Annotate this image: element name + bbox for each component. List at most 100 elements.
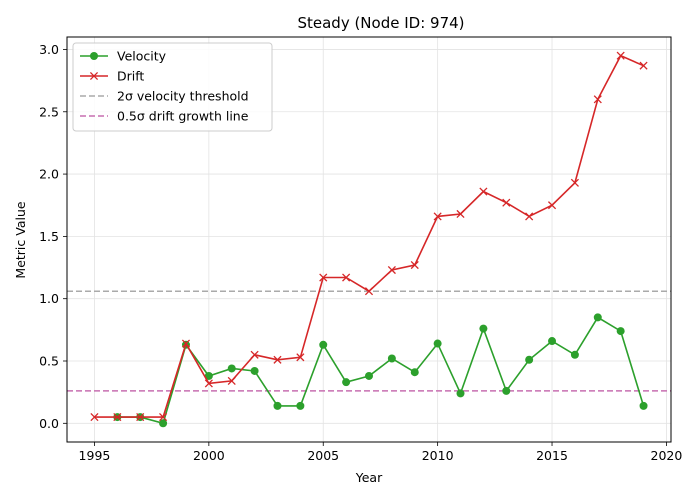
x-axis: 1995 2000 2005 2010 2015 2020 (79, 442, 683, 463)
x-marker-stroke (456, 209, 465, 219)
x-marker-stroke (90, 413, 99, 422)
velocity-point (159, 419, 168, 428)
drift-point (479, 187, 488, 196)
x-tick-label: 1995 (79, 448, 111, 463)
legend-marker (89, 71, 99, 81)
legend-label: Drift (117, 69, 144, 84)
legend-item: 2σ velocity threshold (80, 89, 249, 104)
x-marker-stroke (525, 212, 534, 221)
y-tick-label: 0.5 (39, 354, 59, 369)
drift-point (204, 379, 213, 388)
drift-point (410, 260, 419, 270)
velocity-point (456, 389, 465, 398)
x-marker-stroke (204, 379, 213, 388)
drift-point (273, 355, 282, 364)
y-axis-label: Metric Value (13, 201, 28, 278)
x-marker-stroke (387, 265, 396, 275)
x-marker-stroke (319, 273, 328, 282)
velocity-point (616, 327, 625, 336)
y-tick-label: 0.0 (39, 416, 59, 431)
legend: Velocity Drift 2σ velocity threshold 0.5σ d… (72, 42, 273, 132)
drift-point (593, 95, 602, 104)
x-marker-stroke (410, 260, 419, 270)
velocity-point (502, 386, 511, 395)
legend-item: 0.5σ drift growth line (80, 109, 249, 124)
x-marker-stroke (616, 51, 625, 60)
legend-label: Velocity (117, 49, 167, 64)
legend-box (72, 42, 273, 132)
chart-title: Steady (Node ID: 974) (297, 14, 464, 32)
velocity-point (525, 355, 534, 364)
drift-point (250, 350, 259, 359)
velocity-point (296, 401, 305, 410)
x-marker-stroke (364, 287, 374, 296)
x-tick-label: 2005 (307, 448, 339, 463)
drift-point (136, 413, 145, 422)
velocity-point (387, 354, 396, 363)
velocity-point (204, 371, 213, 380)
velocity-point (250, 366, 259, 375)
x-tick-label: 2020 (651, 448, 683, 463)
velocity-point (433, 339, 442, 348)
legend-label: 0.5σ drift growth line (117, 109, 249, 124)
y-tick-label: 1.5 (39, 229, 59, 244)
x-tick-label: 2015 (536, 448, 568, 463)
drift-point (433, 212, 442, 221)
y-tick-label: 1.0 (39, 291, 59, 306)
x-marker-stroke (479, 187, 488, 196)
velocity-point (342, 378, 351, 387)
x-marker-stroke (547, 201, 557, 210)
drift-point (296, 353, 305, 362)
x-marker-stroke (342, 273, 351, 282)
series-layer (90, 51, 648, 428)
plot-area-frame (66, 36, 672, 443)
drift-point (181, 339, 191, 348)
y-tick-label: 2.0 (39, 167, 59, 182)
x-marker-stroke (433, 212, 442, 221)
x-marker-stroke (570, 178, 579, 187)
velocity-point (273, 401, 282, 410)
x-marker-stroke (113, 413, 122, 422)
legend-label: 2σ velocity threshold (117, 89, 249, 104)
drift-point (387, 265, 396, 275)
drift-point (90, 413, 99, 422)
x-tick-label: 2000 (193, 448, 225, 463)
velocity-point (319, 340, 328, 349)
x-marker-stroke (639, 61, 648, 70)
drift-point (113, 413, 122, 422)
velocity-point (479, 324, 488, 333)
x-marker-stroke (296, 353, 305, 362)
y-axis: 0.0 0.5 1.0 1.5 2.0 2.5 3.0 (39, 42, 67, 431)
drift-point (616, 51, 625, 60)
legend-marker (90, 52, 98, 60)
velocity-point (593, 313, 602, 322)
x-marker-stroke (181, 339, 191, 348)
velocity-point (548, 337, 557, 346)
y-tick-label: 2.5 (39, 104, 59, 119)
x-marker-stroke (159, 413, 168, 422)
x-marker-stroke (136, 413, 145, 422)
velocity-point (570, 350, 579, 359)
velocity-point (365, 371, 373, 380)
legend-item: Drift (80, 69, 144, 84)
drift-point (525, 212, 534, 221)
drift-point (227, 376, 236, 385)
x-tick-label: 2010 (422, 448, 454, 463)
drift-point (456, 209, 465, 219)
drift-point (364, 287, 374, 296)
drift-point (570, 178, 579, 187)
x-marker-stroke (250, 350, 259, 359)
x-marker-stroke (227, 376, 236, 385)
drift-point (502, 198, 511, 207)
x-marker-stroke (502, 198, 511, 207)
drift-point (319, 273, 328, 282)
x-marker-stroke (593, 95, 602, 104)
drift-point (159, 413, 168, 422)
drift-point (342, 273, 351, 282)
drift-point (639, 61, 648, 70)
x-marker-stroke (273, 355, 282, 364)
drift-point (547, 201, 557, 210)
velocity-line (117, 316, 645, 425)
velocity-point (227, 364, 236, 373)
